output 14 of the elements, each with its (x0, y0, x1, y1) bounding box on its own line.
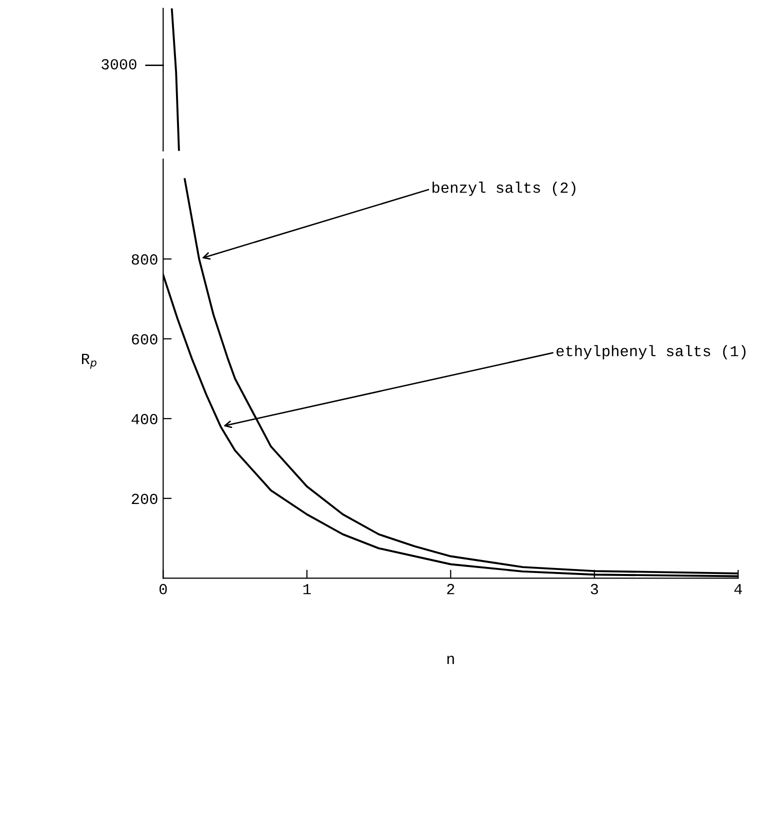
x-tick-label: 3 (590, 584, 598, 594)
x-tick-label: 0 (160, 584, 167, 594)
text: 3000 (102, 59, 136, 70)
annotation: ethylphenyl salts (1) (556, 345, 746, 360)
y-tick-label: 600 (132, 334, 158, 344)
y-tick-label: 800 (132, 254, 158, 265)
x-tick-label: 1 (303, 584, 311, 594)
y-tick-label: 200 (132, 494, 158, 504)
x-axis-title: n (447, 656, 454, 664)
annotation: benzyl salts (2) (432, 182, 576, 196)
x-tick-label: 4 (734, 584, 742, 594)
y-tick-label: 400 (132, 414, 158, 424)
y-axis-title: R$_{p}$ (82, 354, 96, 369)
x-tick-label: 2 (447, 584, 454, 594)
